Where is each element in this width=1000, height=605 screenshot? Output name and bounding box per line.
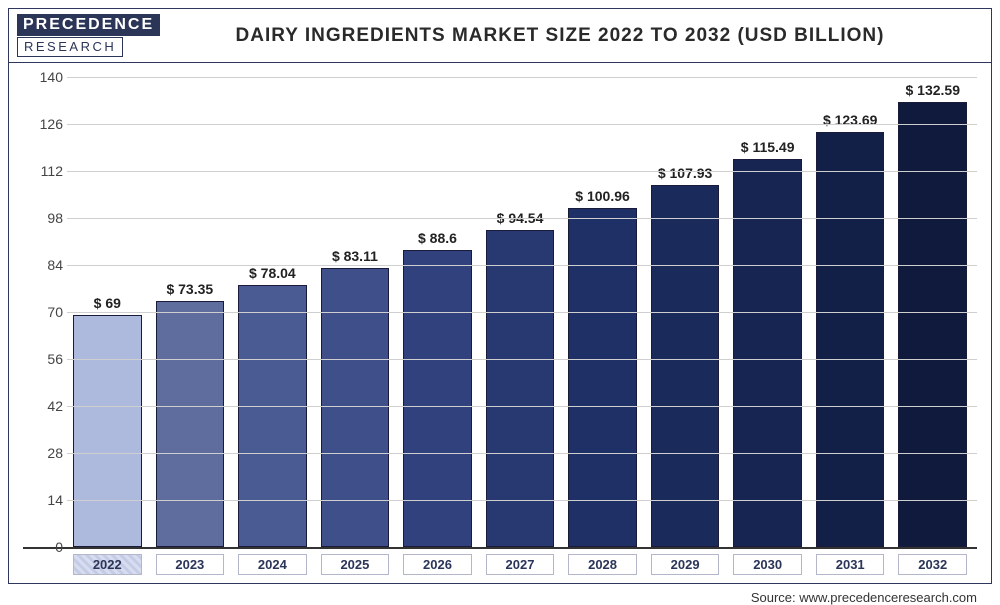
bar-value-label: $ 100.96 <box>575 188 630 204</box>
grid-line <box>67 171 977 172</box>
y-tick-label: 70 <box>47 304 63 320</box>
bar-rect <box>73 315 142 547</box>
chart-area: 0 14 28 42 56 70 84 98 112 126 140 $ 69 $ 73.35 $ 78… <box>9 63 991 583</box>
brand-logo: PRECEDENCE RESEARCH <box>17 14 137 58</box>
grid-line <box>67 265 977 266</box>
bar-rect <box>238 285 307 547</box>
grid-line <box>67 312 977 313</box>
x-label-2030: 2030 <box>733 554 802 575</box>
y-tick-label: 112 <box>41 163 63 179</box>
bar-value-label: $ 107.93 <box>658 165 713 181</box>
source-text: Source: www.precedenceresearch.com <box>751 590 977 605</box>
grid-line <box>67 500 977 501</box>
x-label-2029: 2029 <box>651 554 720 575</box>
grid-line <box>67 359 977 360</box>
x-label-2028: 2028 <box>568 554 637 575</box>
y-axis: 014284256708498112126140 <box>23 77 67 547</box>
bar-value-label: $ 69 <box>94 295 121 311</box>
y-tick-label: 56 <box>47 351 63 367</box>
bar-value-label: $ 115.49 <box>741 139 795 155</box>
x-label-2022: 2022 <box>73 554 142 575</box>
grid-line <box>67 453 977 454</box>
header-bar: PRECEDENCE RESEARCH DAIRY INGREDIENTS MA… <box>9 9 991 63</box>
x-label-2024: 2024 <box>238 554 307 575</box>
x-label-2031: 2031 <box>816 554 885 575</box>
bar-rect <box>898 102 967 547</box>
y-tick-label: 140 <box>40 69 63 85</box>
bar-rect <box>651 185 720 547</box>
grid-line <box>67 77 977 78</box>
x-axis-labels: 2022 2023 2024 2025 2026 2027 2028 2029 2030 2031… <box>67 554 973 575</box>
logo-bottom-text: RESEARCH <box>17 37 123 57</box>
bar-value-label: $ 88.6 <box>418 230 457 246</box>
grid-line <box>67 406 977 407</box>
bar-rect <box>568 208 637 547</box>
y-tick-label: 14 <box>47 492 63 508</box>
y-tick-label: 0 <box>55 539 63 555</box>
bar-value-label: $ 73.35 <box>166 281 213 297</box>
grid-line <box>67 218 977 219</box>
x-label-2023: 2023 <box>156 554 225 575</box>
chart-title: DAIRY INGREDIENTS MARKET SIZE 2022 TO 20… <box>137 25 983 47</box>
y-tick-label: 42 <box>47 398 63 414</box>
y-tick-label: 98 <box>47 210 63 226</box>
x-label-2025: 2025 <box>321 554 390 575</box>
bar-rect <box>816 132 885 547</box>
bar-value-label: $ 123.69 <box>823 112 878 128</box>
x-label-2026: 2026 <box>403 554 472 575</box>
bar-value-label: $ 83.11 <box>332 248 378 264</box>
chart-frame: PRECEDENCE RESEARCH DAIRY INGREDIENTS MA… <box>8 8 992 584</box>
bar-rect <box>403 250 472 547</box>
bar-value-label: $ 132.59 <box>905 82 960 98</box>
grid-line <box>67 124 977 125</box>
x-label-2027: 2027 <box>486 554 555 575</box>
plot-region: 014284256708498112126140 $ 69$ 73.35$ 78… <box>23 77 977 549</box>
bar-rect <box>321 268 390 547</box>
y-tick-label: 126 <box>40 116 63 132</box>
y-tick-label: 28 <box>47 445 63 461</box>
bar-rect <box>156 301 225 547</box>
bar-value-label: $ 78.04 <box>249 265 296 281</box>
y-tick-label: 84 <box>47 257 63 273</box>
x-label-2032: 2032 <box>898 554 967 575</box>
